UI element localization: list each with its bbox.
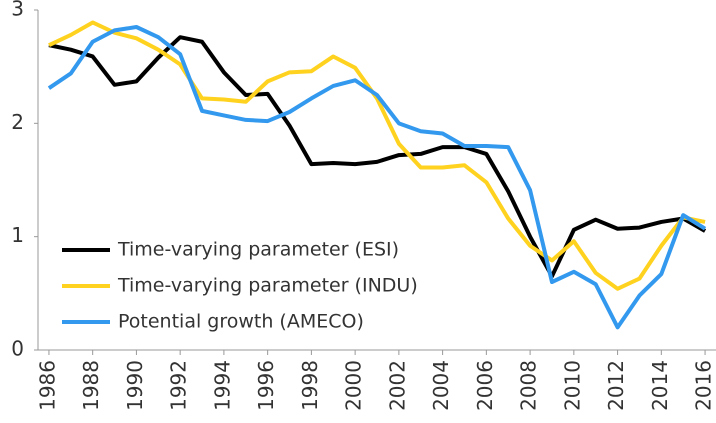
x-tick-label: 2014 bbox=[648, 360, 672, 411]
x-tick-label: 1994 bbox=[210, 360, 234, 411]
x-tick-label: 2016 bbox=[692, 360, 716, 411]
series-line bbox=[48, 35, 707, 279]
legend-label: Potential growth (AMECO) bbox=[118, 311, 364, 333]
x-tick-label: 2000 bbox=[342, 360, 366, 411]
x-tick-label: 1990 bbox=[123, 360, 147, 411]
y-tick-label: 2 bbox=[11, 110, 24, 134]
legend-label: Time-varying parameter (ESI) bbox=[117, 239, 399, 261]
y-tick-label: 3 bbox=[11, 0, 24, 21]
x-tick-label: 2006 bbox=[473, 360, 497, 411]
x-tick-label: 2004 bbox=[429, 360, 453, 411]
x-tick-label: 1998 bbox=[298, 360, 322, 411]
y-tick-label: 1 bbox=[11, 223, 24, 247]
x-tick-label: 1988 bbox=[79, 360, 103, 411]
x-tick-label: 1986 bbox=[35, 360, 59, 411]
series-line bbox=[47, 25, 707, 330]
x-tick-label: 2012 bbox=[604, 360, 628, 411]
x-tick-label: 2002 bbox=[385, 360, 409, 411]
x-tick-label: 2008 bbox=[517, 360, 541, 411]
y-tick-label: 0 bbox=[11, 337, 24, 361]
x-tick-label: 2010 bbox=[560, 360, 584, 411]
legend-label: Time-varying parameter (INDU) bbox=[117, 275, 418, 297]
series-line bbox=[48, 20, 706, 291]
x-tick-label: 1996 bbox=[254, 360, 278, 411]
legend: Time-varying parameter (ESI) Time-varying… bbox=[62, 239, 418, 333]
x-tick-label: 1992 bbox=[167, 360, 191, 411]
